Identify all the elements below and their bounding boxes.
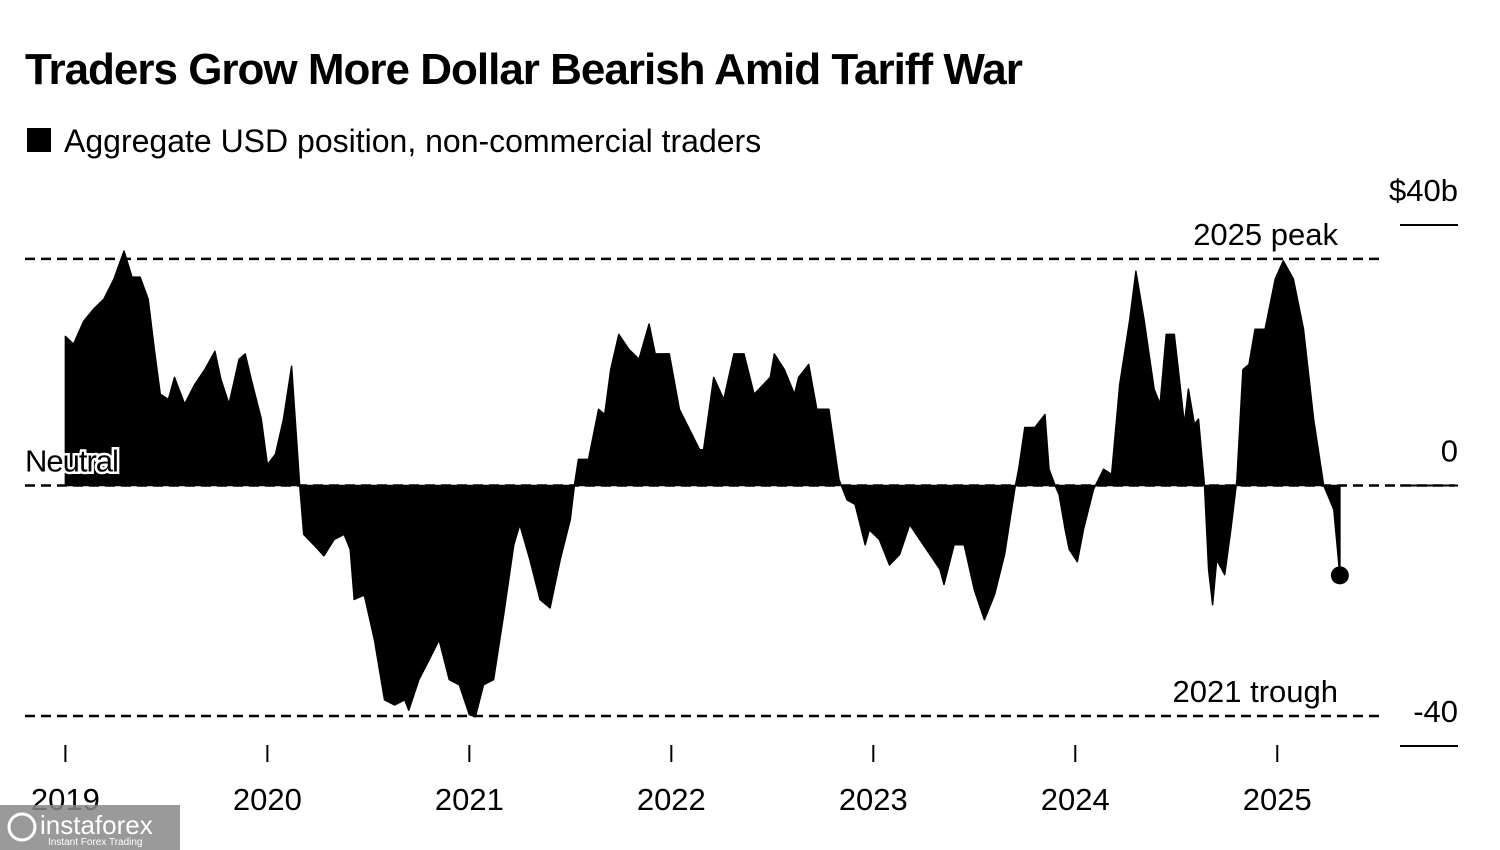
- legend-swatch: [27, 128, 51, 152]
- last-point: [1330, 566, 1349, 585]
- x-tick-label: 2023: [839, 782, 908, 817]
- y-tick-label: -40: [1413, 694, 1458, 729]
- y-tick-label: 0: [1441, 434, 1458, 469]
- legend-label: Aggregate USD position, non-commercial t…: [64, 123, 761, 159]
- watermark-box: [0, 805, 180, 850]
- x-tick-label: 2020: [233, 782, 302, 817]
- watermark-tagline: Instant Forex Trading: [48, 837, 143, 848]
- zero-label: Neutral: [25, 444, 118, 479]
- x-tick-label: 2024: [1041, 782, 1110, 817]
- watermark-logo: [7, 812, 37, 842]
- y-tick-label: $40b: [1389, 173, 1458, 208]
- area: [64, 250, 1341, 718]
- x-tick-label: 2025: [1243, 782, 1312, 817]
- chart-title: Traders Grow More Dollar Bearish Amid Ta…: [25, 45, 1023, 94]
- reference-label: 2025 peak: [1193, 217, 1338, 252]
- x-tick-label: 2021: [435, 782, 504, 817]
- reference-label: 2021 trough: [1173, 674, 1338, 709]
- watermark: instaforex Instant Forex Trading: [0, 805, 180, 850]
- watermark-brand: instaforex: [40, 810, 153, 840]
- x-tick-label: 2022: [637, 782, 706, 817]
